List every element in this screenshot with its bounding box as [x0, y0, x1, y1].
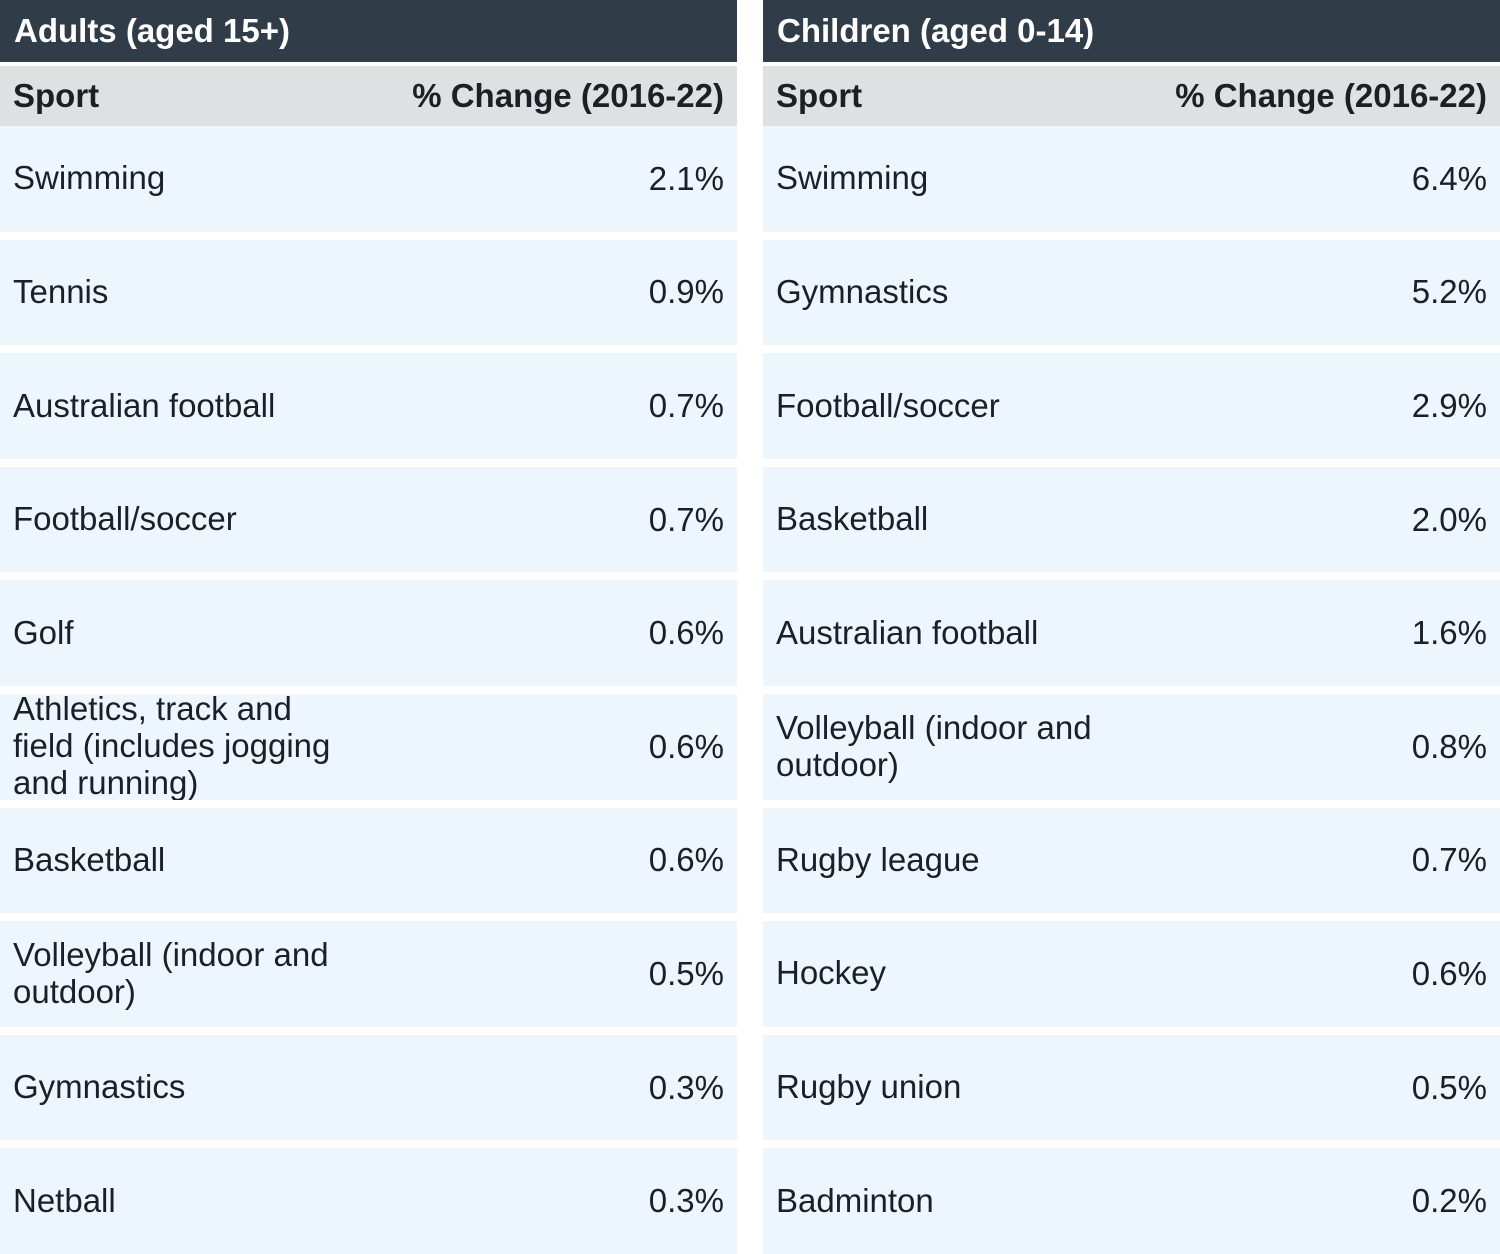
- percent-change-cell: 0.7%: [648, 500, 724, 538]
- children-table-title-bar: Children (aged 0-14): [763, 0, 1500, 62]
- table-row: Rugby league 0.7%: [763, 807, 1500, 914]
- percent-change-cell: 0.3%: [648, 1068, 724, 1106]
- table-title: Children (aged 0-14): [777, 12, 1095, 49]
- table-row: Swimming 2.1%: [0, 126, 737, 232]
- table-title: Adults (aged 15+): [14, 12, 290, 49]
- percent-change-cell: 0.5%: [648, 954, 724, 992]
- table-row: Hockey 0.6%: [763, 921, 1500, 1027]
- percent-change-cell: 5.2%: [1411, 273, 1487, 311]
- percent-change-cell: 0.7%: [648, 386, 724, 424]
- sport-cell: Badminton: [776, 1181, 934, 1219]
- adults-table-title-bar: Adults (aged 15+): [0, 0, 737, 62]
- sport-cell: Athletics, track and field (includes jog…: [13, 693, 331, 800]
- sport-cell: Rugby league: [776, 840, 980, 878]
- sport-cell: Australian football: [776, 613, 1039, 651]
- table-row: Netball 0.3%: [0, 1148, 737, 1254]
- children-column-header-row: Sport % Change (2016-22): [763, 66, 1500, 126]
- sport-cell: Tennis: [13, 272, 109, 310]
- sport-cell: Volleyball (indoor and outdoor): [776, 708, 1092, 783]
- percent-change-column-header: % Change (2016-22): [1175, 77, 1487, 114]
- percent-change-cell: 0.7%: [1411, 841, 1487, 879]
- sport-cell: Golf: [13, 613, 74, 651]
- sport-column-header: Sport: [13, 77, 100, 114]
- table-row: Basketball 0.6%: [0, 807, 737, 914]
- sport-cell: Football/soccer: [13, 500, 237, 538]
- sport-cell: Volleyball (indoor and outdoor): [13, 936, 329, 1010]
- sport-cell: Swimming: [13, 159, 166, 197]
- table-row: Badminton 0.2%: [763, 1148, 1500, 1254]
- sport-cell: Swimming: [776, 159, 929, 197]
- percent-change-cell: 0.2%: [1411, 1182, 1487, 1220]
- percent-change-column-header: % Change (2016-22): [412, 77, 724, 114]
- sport-cell: Gymnastics: [776, 272, 949, 310]
- percent-change-cell: 2.1%: [648, 159, 724, 197]
- percent-change-cell: 2.9%: [1411, 386, 1487, 424]
- sport-column-header: Sport: [776, 77, 863, 114]
- adults-column-header-row: Sport % Change (2016-22): [0, 66, 737, 126]
- table-row: Volleyball (indoor and outdoor) 0.5%: [0, 921, 737, 1027]
- table-row: Football/soccer 0.7%: [0, 466, 737, 573]
- table-row: Basketball 2.0%: [763, 466, 1500, 573]
- sport-cell: Football/soccer: [776, 386, 1000, 424]
- sport-cell: Hockey: [776, 954, 887, 992]
- adults-table: Adults (aged 15+) Sport % Change (2016-2…: [0, 0, 737, 1254]
- percent-change-cell: 0.3%: [648, 1182, 724, 1220]
- sport-cell: Gymnastics: [13, 1068, 186, 1106]
- sport-cell: Basketball: [13, 840, 166, 878]
- percent-change-cell: 0.6%: [1411, 954, 1487, 992]
- percent-change-cell: 0.6%: [648, 841, 724, 879]
- percent-change-cell: 1.6%: [1411, 614, 1487, 652]
- sport-cell: Rugby union: [776, 1068, 962, 1106]
- percent-change-cell: 0.6%: [648, 727, 724, 765]
- children-table: Children (aged 0-14) Sport % Change (201…: [763, 0, 1500, 1254]
- table-row: Volleyball (indoor and outdoor) 0.8%: [763, 693, 1500, 800]
- table-row: Australian football 0.7%: [0, 353, 737, 459]
- percent-change-cell: 6.4%: [1411, 159, 1487, 197]
- table-row: Gymnastics 0.3%: [0, 1034, 737, 1141]
- table-row: Football/soccer 2.9%: [763, 353, 1500, 459]
- table-row: Australian football 1.6%: [763, 580, 1500, 686]
- percent-change-cell: 0.6%: [648, 614, 724, 652]
- percent-change-cell: 0.5%: [1411, 1068, 1487, 1106]
- table-row: Athletics, track and field (includes jog…: [0, 693, 737, 800]
- table-row: Swimming 6.4%: [763, 126, 1500, 232]
- adults-table-rows: Swimming 2.1% Tennis 0.9% Australian footbal…: [0, 126, 737, 1254]
- percent-change-cell: 2.0%: [1411, 500, 1487, 538]
- sport-cell: Basketball: [776, 500, 929, 538]
- table-row: Golf 0.6%: [0, 580, 737, 686]
- percent-change-cell: 0.8%: [1411, 727, 1487, 765]
- percent-change-cell: 0.9%: [648, 273, 724, 311]
- sport-cell: Netball: [13, 1181, 116, 1219]
- table-row: Tennis 0.9%: [0, 239, 737, 346]
- table-row: Gymnastics 5.2%: [763, 239, 1500, 346]
- sport-cell: Australian football: [13, 386, 276, 424]
- children-table-rows: Swimming 6.4% Gymnastics 5.2% Football/socce…: [763, 126, 1500, 1254]
- table-row: Rugby union 0.5%: [763, 1034, 1500, 1141]
